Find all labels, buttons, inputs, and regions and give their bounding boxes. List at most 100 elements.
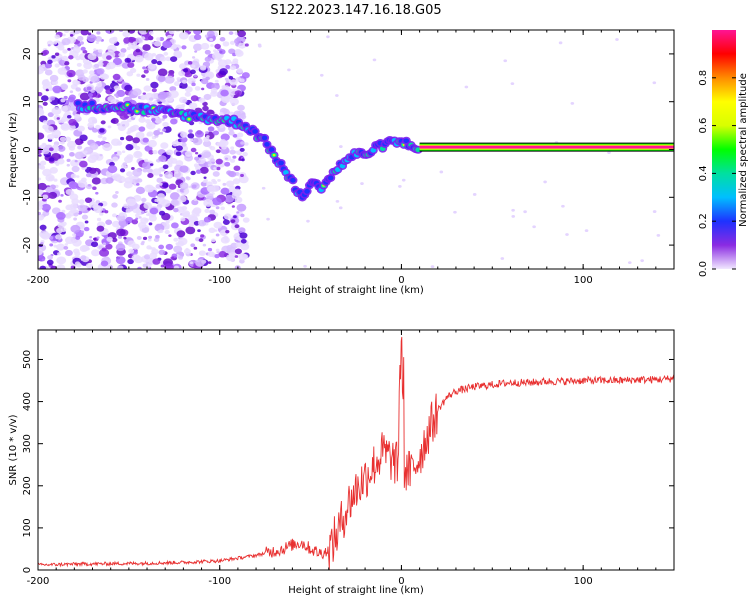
noise-speck xyxy=(154,117,163,124)
noise-speck xyxy=(558,41,563,45)
noise-speck xyxy=(335,94,339,97)
noise-speck xyxy=(188,185,192,189)
noise-speck xyxy=(162,40,173,49)
noise-speck xyxy=(222,182,227,186)
noise-speck xyxy=(67,79,72,83)
noise-speck xyxy=(169,90,179,99)
noise-speck xyxy=(52,85,62,94)
noise-speck xyxy=(99,212,104,216)
noise-speck xyxy=(54,52,60,57)
noise-speck xyxy=(91,116,96,121)
noise-speck xyxy=(61,66,65,69)
noise-speck xyxy=(80,230,85,234)
noise-speck xyxy=(56,117,60,120)
snr-panel: -200 -100 0 100 0 100 200 300 400 500 Height of s… xyxy=(8,329,675,596)
noise-speck xyxy=(174,170,179,174)
noise-speck xyxy=(88,201,97,208)
noise-speck xyxy=(189,261,194,265)
noise-speck xyxy=(543,180,547,184)
noise-speck xyxy=(193,246,198,250)
noise-speck xyxy=(75,55,81,61)
noise-speck xyxy=(42,120,48,124)
noise-speck xyxy=(153,40,162,47)
noise-speck xyxy=(159,131,164,135)
noise-speck xyxy=(149,97,154,101)
noise-speck xyxy=(164,187,172,194)
noise-speck xyxy=(228,252,237,259)
noise-speck xyxy=(53,178,58,182)
noise-speck xyxy=(228,130,235,136)
noise-speck xyxy=(144,184,155,193)
noise-speck xyxy=(179,63,187,70)
noise-speck xyxy=(215,149,221,154)
noise-speck xyxy=(236,211,240,214)
snr-xtick-label: 100 xyxy=(574,576,593,587)
noise-speck xyxy=(180,131,188,138)
noise-speck xyxy=(229,149,236,155)
noise-speck xyxy=(74,251,81,257)
noise-speck xyxy=(150,81,159,89)
noise-speck xyxy=(72,233,77,237)
noise-speck xyxy=(439,170,444,174)
noise-speck xyxy=(93,48,97,51)
noise-speck xyxy=(79,92,90,101)
noise-speck xyxy=(178,96,188,104)
noise-speck xyxy=(87,207,91,211)
ridge-core xyxy=(327,175,334,181)
noise-speck xyxy=(235,50,244,57)
noise-speck xyxy=(138,30,149,35)
noise-speck xyxy=(372,58,377,62)
noise-speck xyxy=(194,156,200,161)
noise-speck xyxy=(157,68,168,77)
noise-speck xyxy=(75,69,85,77)
noise-speck xyxy=(212,180,218,185)
noise-speck xyxy=(78,199,85,205)
noise-speck xyxy=(219,139,227,145)
noise-speck xyxy=(59,136,66,142)
noise-speck xyxy=(223,213,232,220)
noise-speck xyxy=(203,199,214,207)
noise-speck xyxy=(170,199,179,206)
noise-speck xyxy=(137,221,147,229)
noise-speck xyxy=(200,234,205,238)
noise-speck xyxy=(146,168,154,174)
noise-speck xyxy=(96,217,102,222)
noise-speck xyxy=(69,33,74,37)
noise-speck xyxy=(181,45,187,50)
noise-speck xyxy=(207,185,216,193)
noise-speck xyxy=(140,210,145,214)
noise-speck xyxy=(224,157,229,160)
noise-speck xyxy=(570,101,575,105)
colorbar-tick-label: 0.0 xyxy=(698,261,709,277)
noise-speck xyxy=(229,79,238,86)
spectrogram-ytick-label: 0 xyxy=(22,146,33,152)
noise-speck xyxy=(181,79,187,84)
noise-speck xyxy=(127,240,136,247)
noise-speck xyxy=(116,228,126,237)
noise-speck xyxy=(615,38,619,41)
noise-speck xyxy=(80,255,87,260)
noise-speck xyxy=(83,150,88,154)
noise-speck xyxy=(76,62,82,67)
noise-speck xyxy=(165,220,170,224)
noise-speck xyxy=(240,141,245,145)
noise-speck xyxy=(38,255,46,262)
noise-speck xyxy=(96,236,100,239)
noise-speck xyxy=(112,194,118,199)
snr-ytick-label: 100 xyxy=(22,518,33,537)
noise-speck xyxy=(225,64,231,69)
noise-speck xyxy=(64,136,72,142)
noise-speck xyxy=(115,99,120,103)
noise-speck xyxy=(76,35,84,42)
noise-speck xyxy=(121,150,126,154)
noise-speck xyxy=(69,152,75,157)
noise-speck xyxy=(128,36,136,44)
noise-speck xyxy=(201,87,205,91)
noise-speck xyxy=(57,45,65,51)
noise-speck xyxy=(215,82,220,86)
noise-speck xyxy=(206,30,215,38)
noise-speck xyxy=(88,167,97,174)
noise-speck xyxy=(121,81,126,84)
noise-speck xyxy=(171,140,179,147)
noise-speck xyxy=(38,107,44,115)
